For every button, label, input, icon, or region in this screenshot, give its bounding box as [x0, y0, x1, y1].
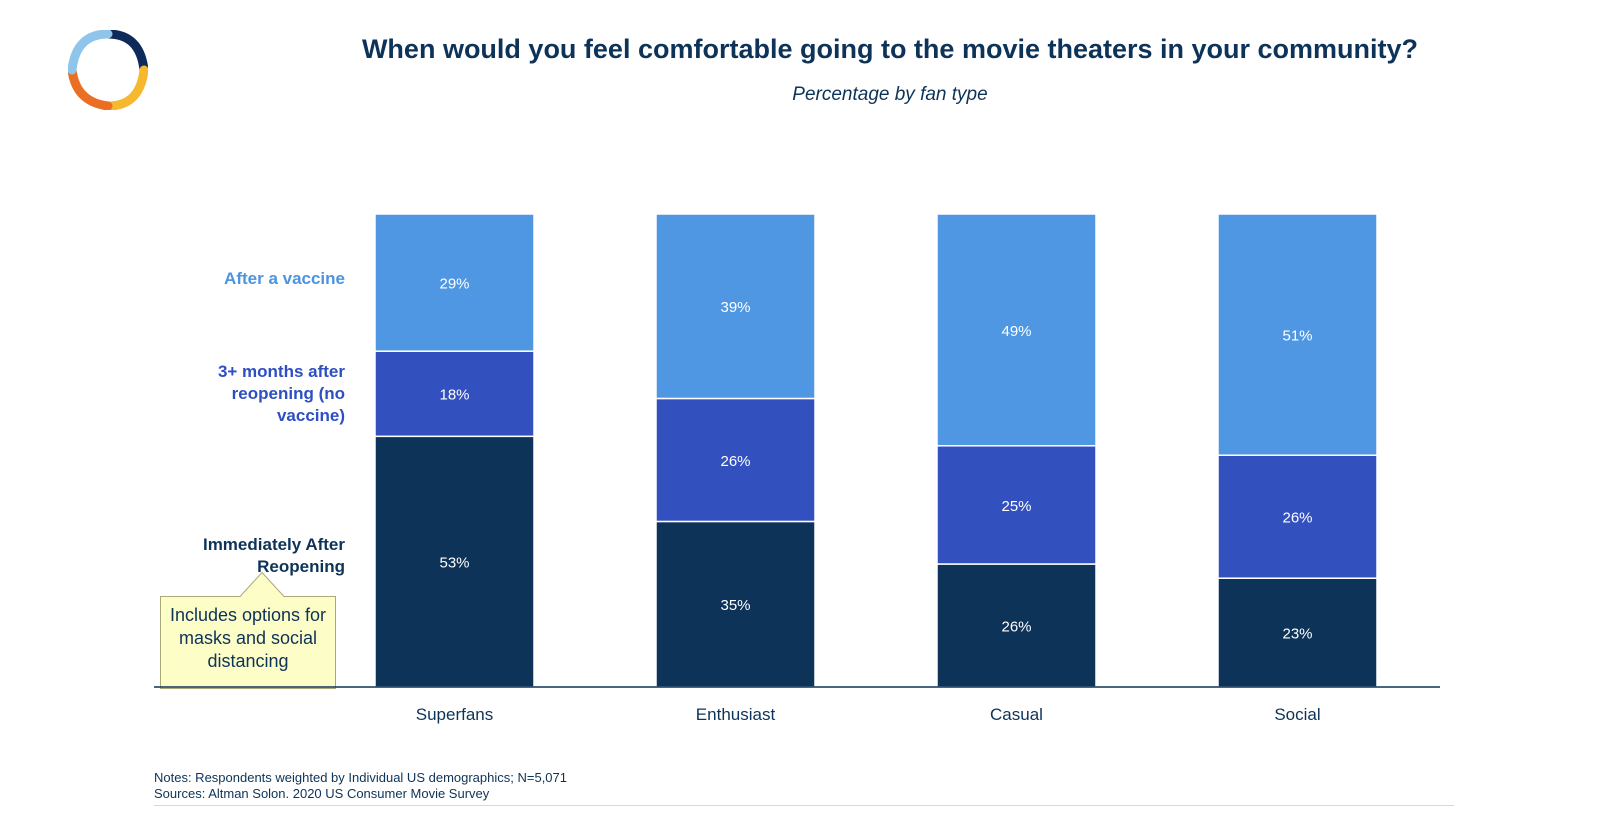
- company-logo: [68, 30, 148, 110]
- bar-segment: [374, 213, 535, 352]
- chart-subtitle: Percentage by fan type: [792, 84, 988, 105]
- data-label: 25%: [1001, 498, 1031, 515]
- data-label: 23%: [1282, 626, 1312, 643]
- footnotes: Notes: Respondents weighted by Individua…: [154, 770, 567, 802]
- chart-title: When would you feel comfortable going to…: [361, 34, 1419, 64]
- legend-after-vaccine: After a vaccine: [224, 269, 345, 288]
- category-label: Superfans: [416, 705, 494, 724]
- bar-segment: [655, 397, 816, 523]
- category-label: Enthusiast: [696, 705, 776, 724]
- data-label: 26%: [720, 453, 750, 470]
- notes-line: Notes: Respondents weighted by Individua…: [154, 770, 567, 785]
- data-label: 49%: [1001, 323, 1031, 340]
- data-label: 26%: [1001, 619, 1031, 636]
- data-label: 35%: [720, 597, 750, 614]
- callout-shape: [160, 571, 336, 689]
- bar-segment: [936, 445, 1097, 565]
- footer-divider: [154, 805, 1454, 806]
- bar-segment: [936, 213, 1097, 447]
- callout-note: Includes options for masks and social di…: [160, 571, 336, 689]
- bar-segment: [936, 563, 1097, 688]
- category-label: Casual: [990, 705, 1043, 724]
- bar-segment: [374, 350, 535, 438]
- bar-segment: [655, 213, 816, 400]
- stacked-bar-chart: 53% 18% 29% Superfans 35% 26% 39% Enthusiast 26%…: [154, 213, 1440, 724]
- data-label: 18%: [439, 387, 469, 404]
- bar-segment: [1217, 577, 1378, 688]
- data-label: 39%: [720, 299, 750, 316]
- callout-text: Includes options for masks and social di…: [169, 605, 327, 671]
- sources-line: Sources: Altman Solon. 2020 US Consumer …: [154, 786, 490, 801]
- data-label: 53%: [439, 555, 469, 572]
- legend-immediately: Immediately After Reopening: [202, 535, 345, 576]
- bar-segment: [1217, 213, 1378, 456]
- category-label: Social: [1274, 705, 1320, 724]
- bar-segment: [374, 435, 535, 688]
- bar-segment: [1217, 454, 1378, 579]
- data-label: 26%: [1282, 510, 1312, 527]
- legend-months-after: 3+ months after reopening (no vaccine): [217, 362, 345, 425]
- data-label: 51%: [1282, 328, 1312, 345]
- data-label: 29%: [439, 276, 469, 293]
